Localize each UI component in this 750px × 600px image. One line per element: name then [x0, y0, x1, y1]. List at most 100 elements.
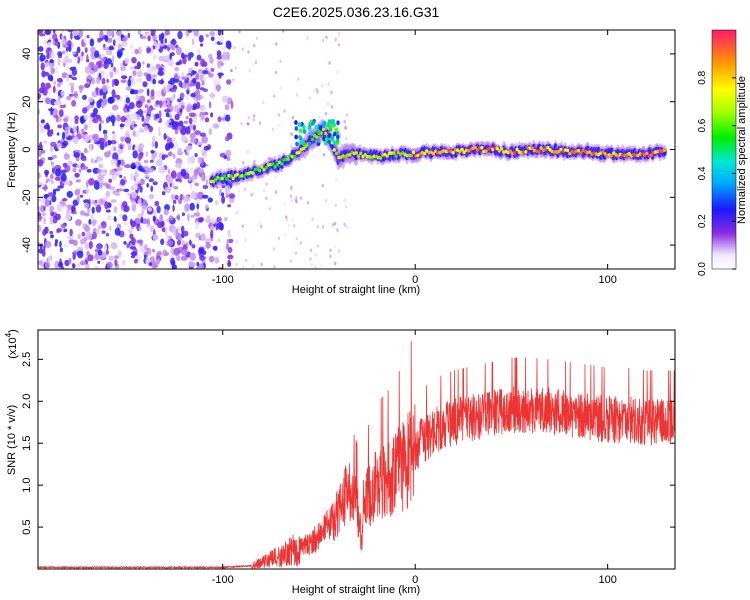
noise-blob: [278, 123, 281, 128]
noise-blob: [289, 259, 293, 264]
noise-blob: [156, 221, 164, 229]
noise-blob: [98, 54, 102, 59]
noise-blob: [45, 122, 49, 129]
noise-blob: [343, 120, 346, 124]
noise-blob: [39, 243, 43, 250]
noise-blob: [117, 188, 124, 192]
noise-blob: [240, 121, 243, 126]
noise-blob: [170, 194, 175, 200]
noise-blob: [227, 229, 231, 238]
noise-blob: [217, 60, 222, 65]
noise-blob: [81, 231, 86, 237]
noise-blob: [224, 185, 231, 194]
noise-blob: [144, 254, 147, 258]
noise-blob: [326, 101, 330, 106]
ridge-core: [662, 148, 667, 153]
noise-blob: [299, 241, 302, 245]
ridge-core: [577, 148, 581, 153]
noise-blob: [192, 103, 197, 109]
noise-blob: [119, 123, 125, 128]
noise-blob: [100, 102, 105, 109]
noise-blob: [67, 235, 74, 240]
noise-blob: [54, 242, 58, 247]
ridge-core: [262, 167, 266, 172]
colorbar-tick-label: 0.6: [697, 118, 708, 132]
noise-blob: [106, 261, 113, 269]
noise-blob: [47, 196, 52, 201]
noise-blob: [60, 90, 65, 96]
noise-blob: [310, 262, 314, 267]
noise-blob: [42, 212, 46, 217]
noise-blob: [247, 122, 250, 126]
noise-blob: [173, 186, 179, 190]
noise-blob: [98, 123, 102, 132]
noise-blob: [321, 183, 325, 188]
noise-blob: [130, 198, 134, 203]
noise-blob: [221, 185, 226, 189]
ridge-core: [530, 146, 535, 151]
noise-blob: [92, 219, 97, 225]
noise-blob: [69, 66, 76, 71]
noise-blob: [88, 120, 93, 129]
noise-blob: [160, 238, 165, 245]
noise-blob: [122, 214, 128, 222]
ridge-core: [475, 148, 479, 152]
noise-blob: [146, 88, 150, 97]
noise-blob: [141, 218, 148, 225]
noise-blob: [40, 62, 45, 71]
noise-blob: [221, 95, 229, 103]
noise-blob: [72, 263, 76, 269]
ridge-branch: [302, 129, 307, 135]
noise-blob: [159, 96, 166, 102]
noise-blob: [40, 150, 46, 154]
noise-blob: [68, 257, 72, 265]
noise-blob: [44, 241, 52, 248]
noise-blob: [344, 125, 347, 130]
noise-blob: [235, 240, 238, 244]
noise-blob: [113, 147, 117, 152]
noise-blob: [75, 179, 81, 183]
noise-blob: [167, 168, 171, 175]
noise-blob: [225, 149, 232, 157]
noise-blob: [180, 52, 185, 60]
noise-blob: [212, 223, 219, 227]
ridge-core: [649, 153, 653, 157]
noise-blob: [222, 51, 229, 60]
noise-blob: [80, 152, 84, 157]
noise-blob: [294, 251, 298, 256]
noise-blob: [196, 203, 200, 210]
noise-blob: [77, 250, 84, 259]
noise-blob: [66, 95, 72, 101]
noise-blob: [39, 54, 46, 62]
noise-blob: [133, 259, 138, 264]
noise-blob: [96, 100, 102, 109]
snr-multiplier-exponent: 4: [4, 332, 13, 337]
noise-blob: [272, 94, 276, 98]
noise-blob: [73, 250, 78, 255]
noise-blob: [120, 65, 126, 72]
noise-blob: [188, 112, 196, 118]
noise-blob: [137, 198, 142, 206]
noise-blob: [228, 238, 234, 243]
noise-blob: [173, 73, 179, 80]
noise-blob: [214, 256, 220, 264]
noise-blob: [43, 245, 46, 250]
noise-blob: [173, 247, 180, 256]
noise-blob: [69, 228, 73, 237]
noise-blob: [325, 35, 328, 39]
noise-blob: [124, 57, 130, 65]
colorbar-tick-label: 0.4: [697, 166, 708, 180]
spectrogram-x-label: Height of straight line (km): [292, 284, 420, 296]
noise-blob: [135, 160, 139, 167]
ridge-core: [379, 156, 383, 160]
noise-blob: [93, 135, 98, 143]
noise-blob: [114, 259, 118, 266]
noise-blob: [84, 243, 90, 250]
noise-blob: [143, 159, 149, 164]
noise-blob: [63, 228, 68, 233]
noise-blob: [321, 225, 325, 229]
noise-blob: [38, 93, 41, 100]
noise-blob: [217, 182, 223, 189]
x-tick-label: 100: [598, 274, 616, 286]
noise-blob: [38, 196, 45, 203]
